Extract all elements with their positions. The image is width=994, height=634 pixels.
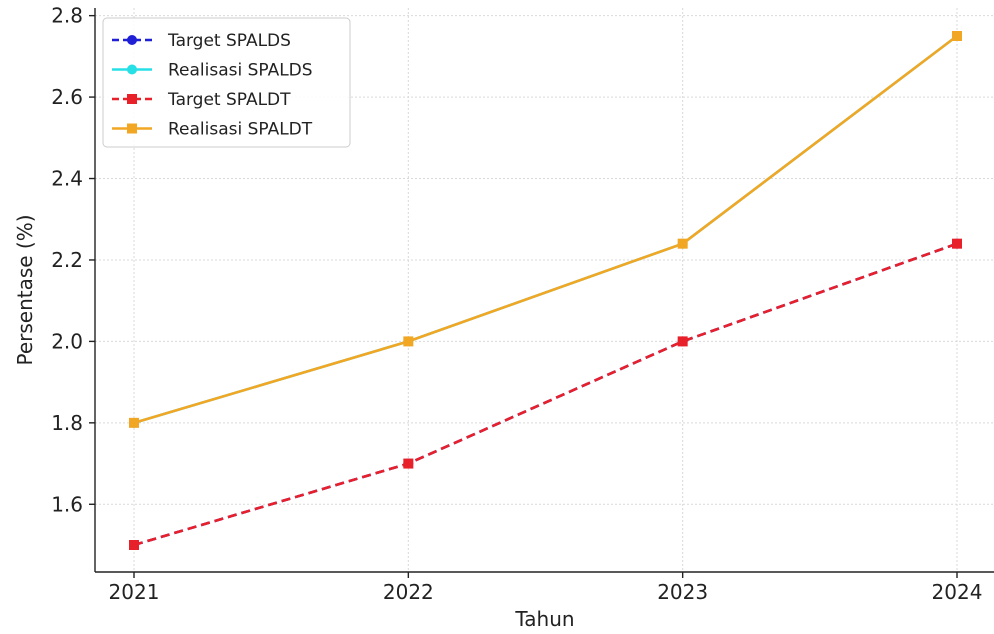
legend-label: Target SPALDT [167, 90, 291, 110]
legend-label: Realisasi SPALDT [168, 120, 313, 140]
series-layer [129, 31, 962, 550]
data-point [677, 238, 688, 249]
series-line [133, 34, 958, 425]
legend-entry: Target SPALDS [112, 31, 291, 51]
x-tick-label: 2024 [932, 580, 983, 604]
y-axis-ticks: 1.6 1.8 2.0 2.2 2.4 2.6 2.8 [51, 4, 95, 516]
legend-marker [127, 35, 137, 45]
y-tick-label: 2.0 [51, 329, 83, 353]
data-point [403, 458, 414, 469]
y-tick-label: 1.8 [51, 411, 83, 435]
data-point [129, 417, 139, 428]
data-point [952, 31, 962, 41]
x-tick-label: 2022 [383, 580, 434, 604]
legend-entry: Target SPALDT [112, 90, 291, 110]
legend-marker [127, 64, 137, 75]
legend-box [102, 17, 351, 148]
series-target-spaldt [129, 238, 962, 550]
y-tick-label: 2.2 [51, 248, 83, 272]
x-tick-label: 2021 [109, 580, 160, 604]
y-tick-label: 1.6 [51, 492, 83, 516]
x-axis-label: Tahun [514, 607, 574, 631]
y-tick-label: 2.4 [51, 167, 83, 191]
y-axis-label: Persentase (%) [13, 214, 37, 365]
legend-marker [127, 123, 137, 134]
legend-label: Target SPALDS [167, 31, 291, 51]
series-line [133, 242, 958, 547]
series-realisasi-spaldt [129, 31, 962, 428]
legend-entry: Realisasi SPALDT [112, 120, 313, 140]
y-tick-label: 2.6 [51, 85, 83, 109]
axes [94, 8, 994, 573]
data-point [677, 336, 688, 347]
y-tick-label: 2.8 [51, 4, 83, 28]
data-point [129, 540, 139, 550]
data-point [403, 336, 414, 347]
x-tick-label: 2023 [657, 580, 708, 604]
data-point [952, 238, 962, 249]
legend-label: Realisasi SPALDS [168, 61, 313, 81]
legend-entry: Realisasi SPALDS [112, 61, 313, 81]
legend: Target SPALDS Realisasi SPALDS Target SPAL… [102, 17, 351, 148]
x-axis-ticks: 2021 2022 2023 2024 [109, 572, 983, 604]
legend-marker [127, 94, 137, 104]
